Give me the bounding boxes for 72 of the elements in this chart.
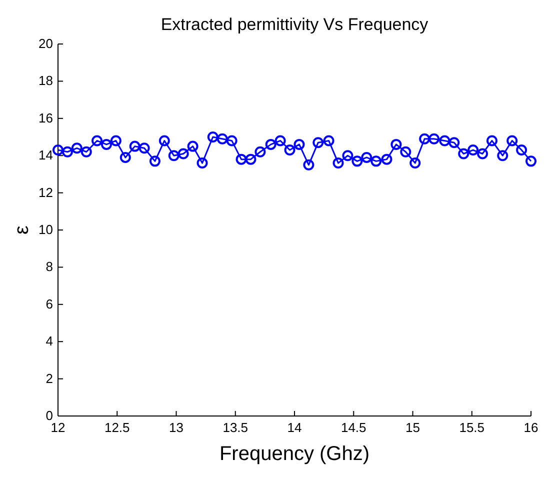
point <box>323 135 334 146</box>
point <box>71 142 82 154</box>
point <box>477 148 488 160</box>
y-tick-label: 6 <box>46 296 53 312</box>
y-tick-label: 0 <box>46 408 53 423</box>
point <box>196 158 208 169</box>
point <box>274 135 286 146</box>
point <box>486 135 498 146</box>
point <box>303 159 314 170</box>
point <box>294 138 305 150</box>
y-tick-label: 8 <box>46 259 53 274</box>
point <box>62 146 73 158</box>
point <box>254 146 266 158</box>
x-tick-label: 15.5 <box>459 420 485 435</box>
point <box>226 135 238 146</box>
y-axis-title: ε <box>11 225 33 234</box>
point <box>129 140 140 152</box>
point <box>216 133 228 144</box>
point <box>506 135 518 146</box>
point <box>187 140 198 152</box>
y-tick-label: 12 <box>38 184 53 200</box>
point <box>207 132 218 142</box>
point <box>468 144 479 156</box>
point <box>497 150 508 162</box>
y-tick-label: 18 <box>38 73 53 88</box>
y-tick-label: 4 <box>46 334 53 349</box>
point <box>400 146 412 158</box>
point <box>448 137 460 148</box>
x-tick-label: 12.5 <box>104 420 130 435</box>
x-tick-label: 14.5 <box>340 420 366 435</box>
y-tick-label: 2 <box>46 370 53 386</box>
y-tick-label: 10 <box>38 222 53 237</box>
y-tick-label: 20 <box>38 36 53 51</box>
point <box>516 144 528 156</box>
point <box>178 148 189 160</box>
point <box>352 156 363 167</box>
point <box>390 138 402 150</box>
point <box>284 144 296 156</box>
point <box>80 146 92 158</box>
point <box>526 156 536 167</box>
x-tick-label: 13 <box>169 420 184 435</box>
x-tick-label: 16 <box>524 420 538 435</box>
point <box>245 154 256 165</box>
point <box>168 150 180 162</box>
point <box>149 156 160 167</box>
point <box>265 138 276 150</box>
point <box>110 135 122 146</box>
x-tick-label: 15 <box>406 420 420 435</box>
x-axis-title: Frequency (Ghz) <box>219 443 370 465</box>
point <box>458 148 470 160</box>
point <box>381 154 392 165</box>
point <box>138 142 150 154</box>
point <box>439 135 450 146</box>
point <box>361 152 372 163</box>
point <box>120 152 131 163</box>
x-tick-label: 14 <box>287 420 302 435</box>
point <box>419 133 430 144</box>
point <box>236 154 247 165</box>
y-tick-label: 16 <box>38 110 53 126</box>
point <box>410 158 421 169</box>
y-tick-label: 14 <box>38 148 53 163</box>
x-tick-label: 13.5 <box>222 420 248 435</box>
point <box>370 156 382 167</box>
point <box>428 133 440 144</box>
point <box>342 150 354 162</box>
point <box>92 135 103 146</box>
point <box>52 144 64 156</box>
point <box>100 138 112 150</box>
point <box>158 135 170 146</box>
chart-title: Extracted permittivity Vs Frequency <box>160 15 429 34</box>
point <box>312 137 324 148</box>
point <box>332 158 344 169</box>
